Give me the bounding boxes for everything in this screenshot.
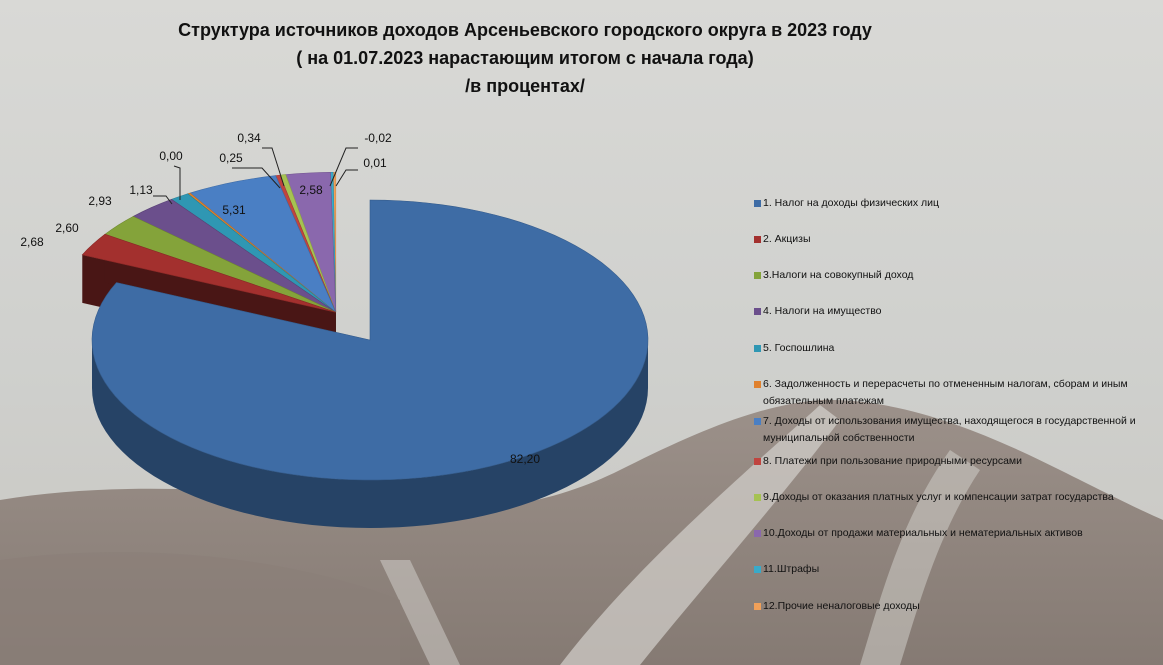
chart-title-line-1: Структура источников доходов Арсеньевско… bbox=[178, 20, 872, 40]
data-label-9: 0,34 bbox=[237, 131, 261, 145]
data-label-5: 1,13 bbox=[129, 183, 153, 197]
legend-item-3: 3.Налоги на совокупный доход bbox=[752, 267, 1160, 284]
legend-label-8: 8. Платежи при пользование природными ре… bbox=[763, 455, 1023, 467]
legend-swatch-5 bbox=[754, 345, 761, 352]
legend-swatch-4 bbox=[754, 308, 761, 315]
legend-label-4: 4. Налоги на имущество bbox=[763, 305, 882, 317]
legend-item-11: 11.Штрафы bbox=[752, 561, 1160, 578]
legend-label-1: 1. Налог на доходы физических лиц bbox=[763, 197, 940, 209]
legend-swatch-12 bbox=[754, 603, 761, 610]
legend-item-4: 4. Налоги на имущество bbox=[752, 303, 1160, 320]
legend-swatch-7 bbox=[754, 418, 761, 425]
leader-line-6 bbox=[153, 195, 173, 205]
legend-item-8: 8. Платежи при пользование природными ре… bbox=[752, 453, 1160, 470]
leader-line-4 bbox=[329, 147, 358, 187]
legend-item-12: 12.Прочие неналоговые доходы bbox=[752, 598, 1160, 615]
data-label-10: 2,58 bbox=[299, 183, 323, 197]
data-label-12: 0,01 bbox=[363, 156, 387, 170]
legend-item-2: 2. Акцизы bbox=[752, 231, 1160, 248]
legend-swatch-9 bbox=[754, 494, 761, 501]
legend-label-2: 2. Акцизы bbox=[763, 233, 811, 245]
legend-swatch-6 bbox=[754, 381, 761, 388]
data-label-8: 0,25 bbox=[219, 151, 243, 165]
legend-swatch-3 bbox=[754, 272, 761, 279]
chart-title-line-3: /в процентах/ bbox=[465, 76, 585, 96]
legend-label-3: 3.Налоги на совокупный доход bbox=[763, 269, 914, 281]
leader-line-3 bbox=[262, 147, 285, 187]
legend-label-6: 6. Задолженность и перерасчеты по отмене… bbox=[763, 378, 1128, 407]
legend-swatch-8 bbox=[754, 458, 761, 465]
legend-item-6: 6. Задолженность и перерасчеты по отмене… bbox=[752, 376, 1160, 410]
legend-label-10: 10.Доходы от продажи материальных и нема… bbox=[763, 527, 1083, 539]
legend-item-5: 5. Госпошлина bbox=[752, 340, 1160, 357]
data-label-2: 2,68 bbox=[20, 235, 44, 249]
legend-item-10: 10.Доходы от продажи материальных и нема… bbox=[752, 525, 1160, 542]
leader-line-2 bbox=[232, 167, 281, 189]
legend-item-7: 7. Доходы от использования имущества, на… bbox=[752, 413, 1160, 447]
leader-line-5 bbox=[335, 169, 358, 187]
legend-item-9: 9.Доходы от оказания платных услуг и ком… bbox=[752, 489, 1160, 506]
data-label-1: 82,20 bbox=[510, 452, 540, 466]
legend-label-7: 7. Доходы от использования имущества, на… bbox=[763, 415, 1136, 444]
leader-line-1 bbox=[173, 165, 181, 200]
legend-item-1: 1. Налог на доходы физических лиц bbox=[752, 195, 1160, 212]
legend-label-12: 12.Прочие неналоговые доходы bbox=[763, 600, 920, 612]
legend-swatch-2 bbox=[754, 236, 761, 243]
data-label-11: -0,02 bbox=[364, 131, 392, 145]
data-label-4: 2,93 bbox=[88, 194, 112, 208]
legend-label-11: 11.Штрафы bbox=[763, 563, 820, 575]
data-label-6: 0,00 bbox=[159, 149, 183, 163]
legend-label-9: 9.Доходы от оказания платных услуг и ком… bbox=[763, 491, 1114, 503]
data-label-3: 2,60 bbox=[55, 221, 79, 235]
legend-swatch-10 bbox=[754, 530, 761, 537]
data-label-7: 5,31 bbox=[222, 203, 246, 217]
legend-swatch-11 bbox=[754, 566, 761, 573]
legend-label-5: 5. Госпошлина bbox=[763, 342, 835, 354]
legend-swatch-1 bbox=[754, 200, 761, 207]
pie-slice-1 bbox=[91, 199, 649, 528]
chart-title-line-2: ( на 01.07.2023 нарастающим итогом с нач… bbox=[296, 48, 754, 68]
